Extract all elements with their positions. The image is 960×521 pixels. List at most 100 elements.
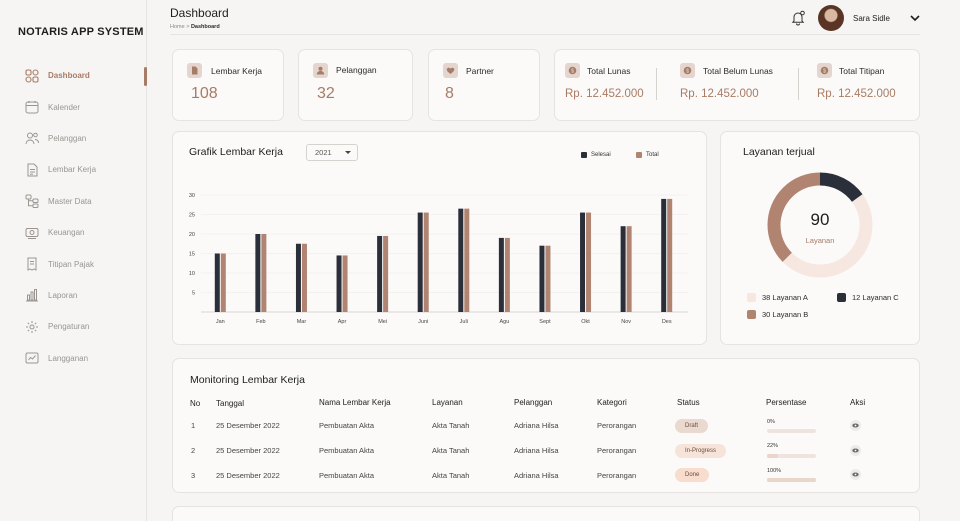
donut-segment-30-layanan-b[interactable] [767,172,873,278]
sidebar-item-langganan[interactable]: Langganan [0,343,147,374]
bar-selesai-apr[interactable] [336,255,342,312]
status-badge: Done [675,468,710,482]
view-eye-icon[interactable] [850,420,861,431]
svg-text:$: $ [823,69,826,75]
column-header: No [190,399,201,408]
sidebar-item-pelanggan[interactable]: Pelanggan [0,123,147,154]
table-cell: Pembuatan Akta [319,421,375,430]
breadcrumb-home[interactable]: Home > [170,24,190,30]
money-label: Total Belum Lunas [703,66,773,76]
sidebar-item-lembar-kerja[interactable]: Lembar Kerja [0,154,147,185]
bar-total-juni[interactable] [423,212,429,312]
bar-selesai-mei[interactable] [377,235,383,312]
donut-legend-b: 30 Layanan B [747,310,808,319]
chart-title: Grafik Lembar Kerja [189,146,283,158]
chevron-down-icon[interactable] [909,12,921,24]
bar-total-juli[interactable] [464,208,470,312]
year-select[interactable]: 2021 [306,144,358,161]
sidebar-item-titipan-pajak[interactable]: Titipan Pajak [0,248,147,279]
donut-segment-38-layanan-a[interactable] [767,172,873,278]
bar-total-mei[interactable] [383,235,389,312]
header-divider [170,34,920,35]
donut-chart [767,172,873,278]
divider [656,68,657,100]
bar-selesai-jan[interactable] [214,253,220,313]
stat-value: 108 [191,85,218,102]
table-cell: Pembuatan Akta [319,446,375,455]
bar-selesai-mar[interactable] [295,243,301,312]
sidebar-item-label: Titipan Pajak [48,259,94,269]
legend-swatch [636,152,642,158]
sidebar-item-label: Keuangan [48,228,85,238]
bar-selesai-nov[interactable] [620,226,626,312]
progress-fill [767,454,778,458]
bar-total-okt[interactable] [586,212,592,312]
sidebar-item-pengaturan[interactable]: Pengaturan [0,311,147,342]
y-tick-label: 25 [189,213,195,219]
table-cell: Adriana Hilsa [514,421,559,430]
svg-text:$: $ [686,69,689,75]
legend-item-selesai: Selesai [581,152,611,158]
legend-swatch [581,152,587,158]
view-eye-icon[interactable] [850,445,861,456]
bar-total-jan[interactable] [220,253,226,313]
sidebar-item-master-data[interactable]: Master Data [0,186,147,217]
bar-selesai-okt[interactable] [580,212,586,312]
sidebar-item-keuangan[interactable]: Keuangan [0,217,147,248]
bar-total-apr[interactable] [342,255,348,312]
bar-selesai-agu[interactable] [498,237,504,312]
breadcrumb-current: Dashboard [190,24,220,30]
bar-total-des[interactable] [667,198,673,312]
legend-label: Selesai [591,152,611,158]
stat-card-partner: Partner 8 [428,49,540,121]
x-tick-label: Des [662,319,672,325]
progress-label: 22% [767,443,779,449]
table-cell: 25 Desember 2022 [216,471,280,480]
bar-selesai-feb[interactable] [255,234,261,312]
table-cell: 1 [191,421,196,430]
legend-label: Total [646,152,659,158]
table-cell: Perorangan [597,446,637,455]
bar-total-sept[interactable] [545,245,551,312]
coin-icon: $ [680,63,695,78]
bar-selesai-juni[interactable] [417,212,423,312]
year-select-value: 2021 [315,148,332,157]
stat-label: Lembar Kerja [211,66,263,76]
subscription-icon [25,352,39,364]
sidebar-nav: Dashboard Kalender Pelanggan Lembar Kerj… [0,60,147,374]
money-value: Rp. 12.452.000 [680,88,759,100]
sidebar-item-label: Pelanggan [48,133,87,143]
bar-selesai-juli[interactable] [458,208,464,312]
hierarchy-icon [25,194,39,209]
x-tick-label: Apr [338,319,347,325]
bar-selesai-sept[interactable] [539,245,545,312]
divider [798,68,799,100]
bar-total-agu[interactable] [504,237,510,312]
notification-bell-icon[interactable] [790,10,806,26]
sidebar-item-label: Pengaturan [48,322,90,332]
table-cell: Pembuatan Akta [319,471,375,480]
stat-card-lembar-kerja: Lembar Kerja 108 [172,49,284,121]
sidebar: NOTARIS APP SYSTEM Dashboard Kalender Pe… [0,0,147,521]
x-tick-label: Agu [499,319,509,325]
legend-label: 30 Layanan B [762,310,809,319]
sidebar-item-dashboard[interactable]: Dashboard [0,60,147,91]
donut-title: Layanan terjual [743,146,815,158]
progress-bar [767,478,816,482]
table-cell: Perorangan [597,421,637,430]
bar-total-mar[interactable] [301,243,307,312]
stat-label: Pelanggan [336,65,377,75]
sidebar-item-kalender[interactable]: Kalender [0,91,147,122]
sidebar-item-laporan[interactable]: Laporan [0,280,147,311]
table-cell: Adriana Hilsa [514,446,559,455]
bar-total-nov[interactable] [626,226,632,312]
column-header: Persentase [766,398,807,407]
avatar[interactable] [818,5,844,31]
bar-selesai-des[interactable] [661,198,667,312]
money-value: Rp. 12.452.000 [817,88,896,100]
report-chart-icon [26,289,38,302]
status-badge: Draft [675,419,709,433]
user-name[interactable]: Sara Sidle [853,14,890,23]
view-eye-icon[interactable] [850,469,861,480]
bar-total-feb[interactable] [261,234,267,312]
